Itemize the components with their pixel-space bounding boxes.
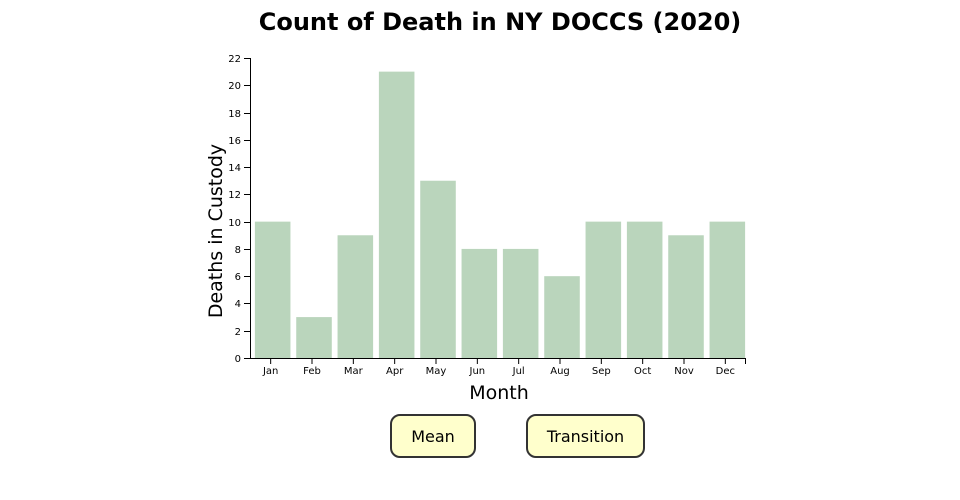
x-tick-label: May — [426, 366, 447, 377]
y-axis-label: Deaths in Custody — [205, 144, 227, 318]
mean-button[interactable]: Mean — [390, 414, 476, 458]
bar-jun — [461, 248, 498, 358]
x-tick-label: Feb — [303, 366, 321, 377]
x-tick-label: Jun — [469, 366, 486, 377]
y-tick-label: 16 — [228, 136, 241, 147]
y-tick-label: 12 — [228, 190, 241, 201]
y-tick-label: 2 — [235, 327, 241, 338]
y-tick-label: 0 — [235, 354, 241, 365]
x-tick-label: Jul — [512, 366, 525, 377]
y-axis: 0 2 4 6 8 10 12 14 16 18 20 22 — [228, 54, 251, 365]
y-tick-label: 8 — [235, 245, 241, 256]
y-tick-label: 10 — [228, 218, 241, 229]
x-tick-label: Aug — [550, 366, 570, 377]
bar-apr — [378, 71, 415, 358]
y-tick-label: 14 — [228, 163, 241, 174]
bar-sep — [585, 221, 622, 358]
chart-title: Count of Death in NY DOCCS (2020) — [258, 8, 742, 36]
y-tick-label: 6 — [235, 272, 241, 283]
bar-may — [420, 180, 456, 358]
bar-jan — [254, 221, 291, 358]
x-tick-label: Jan — [262, 366, 278, 377]
x-tick-label: Apr — [386, 366, 404, 377]
bar-feb — [296, 317, 332, 358]
bar-nov — [668, 235, 704, 358]
x-axis: Jan Feb Mar Apr May Jun Jul Aug Sep Oct Nov Dec — [250, 358, 746, 377]
x-axis-label: Month — [469, 382, 529, 404]
x-tick-label: Oct — [634, 366, 651, 377]
y-tick-label: 22 — [228, 54, 241, 65]
bar-mar — [337, 235, 374, 358]
bar-jul — [502, 248, 539, 358]
bar-aug — [544, 276, 580, 358]
bar-oct — [626, 221, 663, 358]
x-tick-label: Mar — [344, 366, 364, 377]
x-tick-label: Dec — [716, 366, 735, 377]
x-tick-label: Nov — [674, 366, 694, 377]
y-tick-label: 4 — [235, 299, 241, 310]
bars-group — [254, 71, 746, 358]
x-tick-label: Sep — [592, 366, 611, 377]
bar-dec — [709, 221, 746, 358]
transition-button[interactable]: Transition — [526, 414, 645, 458]
y-tick-label: 18 — [228, 109, 241, 120]
y-tick-label: 20 — [228, 81, 241, 92]
